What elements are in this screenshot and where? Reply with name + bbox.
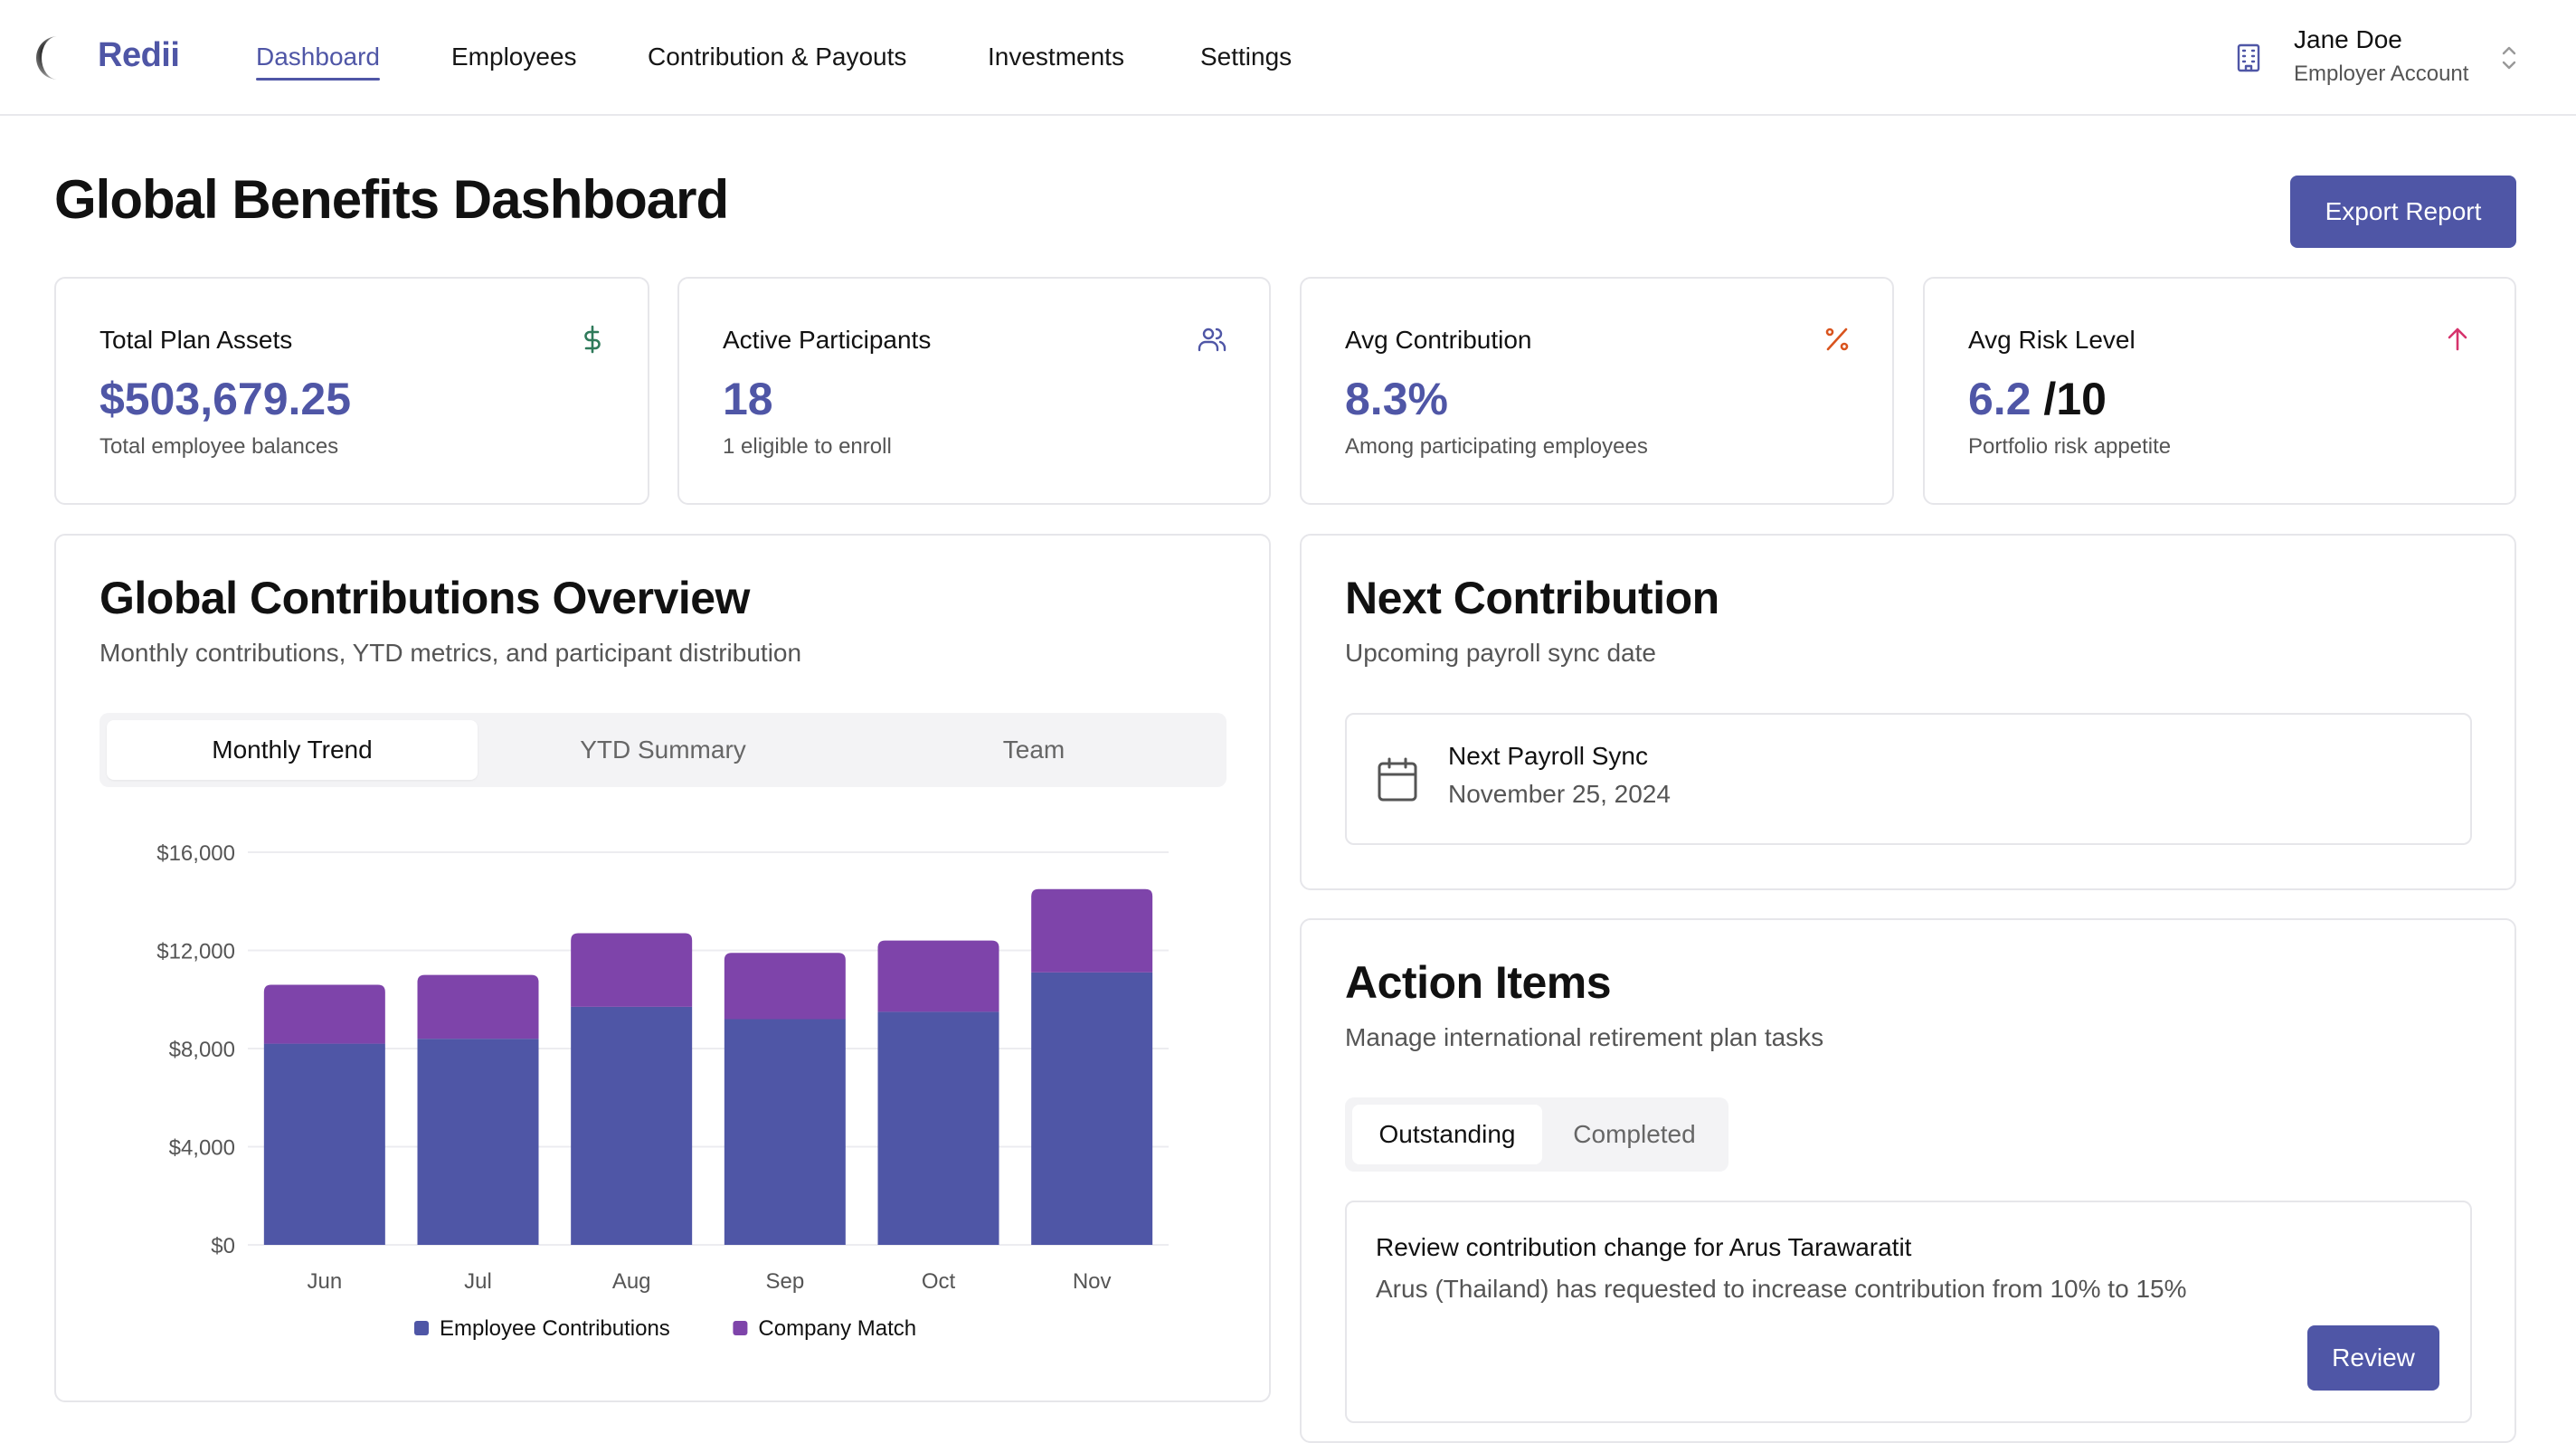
stat-subtitle: Portfolio risk appetite	[1968, 434, 2172, 459]
account-switcher[interactable]: Jane Doe Employer Account	[2225, 22, 2551, 94]
y-tick-label: $0	[211, 1234, 235, 1258]
action-item: Review contribution change for Arus Tara…	[1345, 1201, 2472, 1423]
bar-employee-contributions	[1031, 972, 1153, 1245]
next-contribution-subtitle: Upcoming payroll sync date	[1345, 639, 1656, 667]
legend-swatch	[414, 1321, 429, 1335]
y-tick-label: $4,000	[169, 1136, 235, 1161]
risk-scale: /10	[2043, 374, 2107, 424]
bar-company-match	[571, 933, 693, 1007]
x-tick-label: Oct	[922, 1269, 956, 1294]
bar-company-match	[724, 953, 846, 1020]
x-tick-label: Jul	[464, 1269, 492, 1294]
action-items-tabs: Outstanding Completed	[1345, 1097, 1728, 1172]
x-tick-label: Nov	[1073, 1269, 1112, 1294]
action-items-card: Action Items Manage international retire…	[1300, 918, 2516, 1443]
stat-title: Active Participants	[723, 326, 932, 354]
tab-outstanding[interactable]: Outstanding	[1352, 1105, 1542, 1164]
payroll-sync-box: Next Payroll Sync November 25, 2024	[1345, 713, 2472, 845]
logo-icon[interactable]	[34, 34, 76, 81]
bar-company-match	[263, 984, 385, 1044]
building-icon	[2237, 43, 2260, 72]
calendar-icon	[1378, 757, 1417, 802]
tab-completed[interactable]: Completed	[1573, 1120, 1696, 1148]
user-name: Jane Doe	[2294, 25, 2402, 53]
y-tick-label: $8,000	[169, 1038, 235, 1062]
top-navigation-bar: Redii Dashboard Employees Contribution &…	[0, 0, 2576, 116]
stat-title: Avg Contribution	[1345, 326, 1532, 354]
overview-title: Global Contributions Overview	[99, 573, 750, 623]
stat-card-avg-risk-level: Avg Risk Level 6.2 /10 Portfolio risk ap…	[1923, 277, 2516, 505]
stat-value: $503,679.25	[99, 374, 352, 424]
users-icon	[1198, 328, 1226, 352]
dollar-icon	[584, 325, 601, 354]
stat-title: Total Plan Assets	[99, 326, 293, 354]
task-description: Arus (Thailand) has requested to increas…	[1376, 1275, 2187, 1303]
bar-employee-contributions	[417, 1039, 539, 1245]
action-items-subtitle: Manage international retirement plan tas…	[1345, 1023, 1824, 1051]
y-tick-label: $12,000	[156, 940, 235, 964]
stat-title: Avg Risk Level	[1968, 326, 2136, 354]
arrow-up-icon	[2448, 328, 2467, 351]
chevron-up-down-icon	[2502, 46, 2516, 70]
risk-value: 6.2	[1968, 374, 2031, 424]
stat-card-total-plan-assets: Total Plan Assets $503,679.25 Total empl…	[54, 277, 649, 505]
bar-employee-contributions	[724, 1019, 846, 1245]
contributions-overview-card: Global Contributions Overview Monthly co…	[54, 534, 1271, 1402]
x-tick-label: Sep	[765, 1269, 804, 1294]
stat-card-avg-contribution: Avg Contribution 8.3% Among participatin…	[1300, 277, 1894, 505]
bar-employee-contributions	[263, 1043, 385, 1245]
next-contribution-card: Next Contribution Upcoming payroll sync …	[1300, 534, 2516, 890]
percent-icon	[1825, 328, 1849, 351]
review-button[interactable]: Review	[2307, 1325, 2439, 1391]
stat-value: 8.3%	[1345, 374, 1448, 424]
user-role: Employer Account	[2294, 62, 2469, 86]
bar-company-match	[1031, 888, 1153, 973]
overview-subtitle: Monthly contributions, YTD metrics, and …	[99, 639, 802, 667]
nav-dashboard[interactable]: Dashboard	[256, 43, 380, 81]
legend-swatch	[733, 1321, 748, 1335]
task-title: Review contribution change for Arus Tara…	[1376, 1233, 1912, 1261]
legend-label: Company Match	[758, 1316, 916, 1341]
tab-monthly-trend[interactable]: Monthly Trend	[107, 720, 478, 780]
sync-date: November 25, 2024	[1448, 780, 1671, 808]
nav-employees[interactable]: Employees	[451, 43, 577, 71]
stat-value: 6.2 /10	[1968, 373, 2107, 425]
next-contribution-title: Next Contribution	[1345, 573, 1719, 623]
sync-title: Next Payroll Sync	[1448, 742, 1648, 770]
stat-subtitle: Total employee balances	[99, 434, 339, 459]
page-title: Global Benefits Dashboard	[54, 169, 729, 230]
tab-ytd-summary[interactable]: YTD Summary	[580, 736, 746, 764]
action-items-title: Action Items	[1345, 957, 1612, 1008]
legend-label: Employee Contributions	[440, 1316, 670, 1341]
overview-tabs: Monthly Trend YTD Summary Team	[99, 713, 1226, 787]
brand-name[interactable]: Redii	[98, 36, 180, 74]
y-tick-label: $16,000	[156, 841, 235, 866]
stat-card-active-participants: Active Participants 18 1 eligible to enr…	[677, 277, 1271, 505]
bar-company-match	[417, 974, 539, 1040]
nav-contribution-payouts[interactable]: Contribution & Payouts	[648, 43, 907, 71]
bar-employee-contributions	[571, 1006, 693, 1245]
bar-employee-contributions	[877, 1011, 999, 1245]
nav-settings[interactable]: Settings	[1200, 43, 1293, 71]
nav-investments[interactable]: Investments	[988, 43, 1124, 71]
stat-subtitle: Among participating employees	[1345, 434, 1648, 459]
x-tick-label: Aug	[612, 1269, 651, 1294]
contributions-bar-chart: $0 $4,000 $8,000 $12,000 $16,000 Jun Jul Aug Sep…	[156, 841, 1169, 1341]
stat-subtitle: 1 eligible to enroll	[723, 434, 892, 459]
bar-company-match	[877, 940, 999, 1012]
stat-value: 18	[723, 374, 773, 424]
tab-team[interactable]: Team	[1002, 736, 1065, 764]
export-report-button[interactable]: Export Report	[2290, 176, 2516, 248]
x-tick-label: Jun	[307, 1269, 342, 1294]
